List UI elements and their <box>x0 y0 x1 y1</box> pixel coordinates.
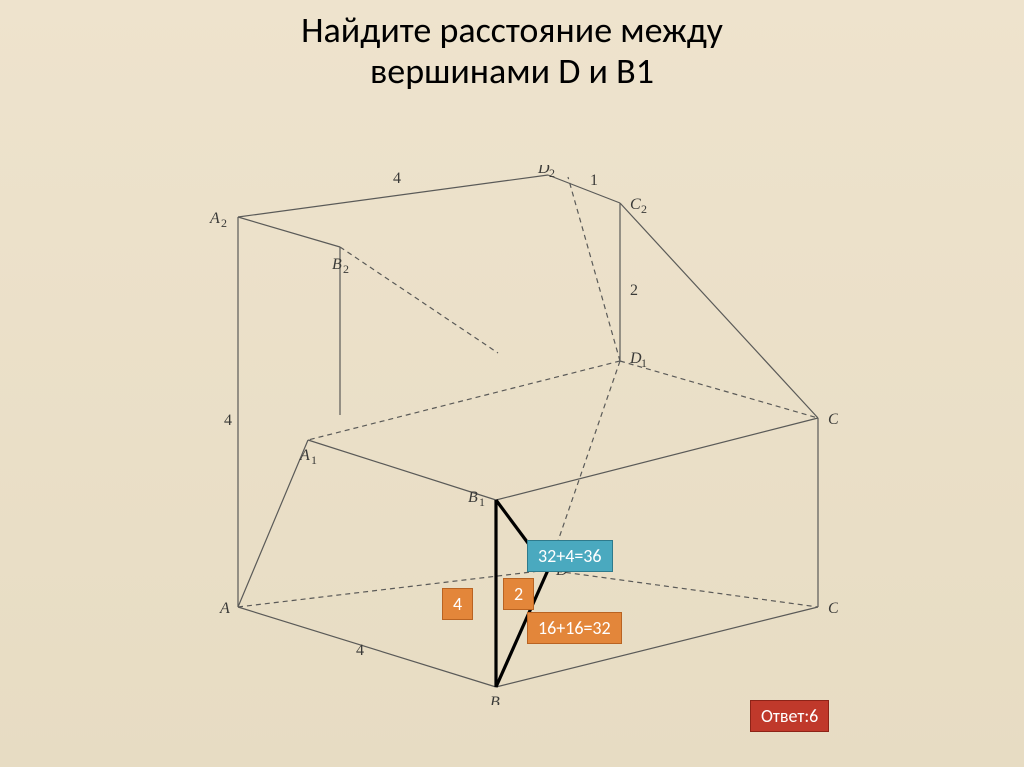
svg-text:1: 1 <box>590 172 598 189</box>
svg-text:C: C <box>630 196 641 213</box>
svg-text:2: 2 <box>630 282 638 299</box>
title-line-2: вершинами D и B1 <box>0 51 1024 92</box>
svg-text:B: B <box>490 694 500 705</box>
svg-text:A: A <box>209 210 220 227</box>
svg-text:4: 4 <box>356 642 364 659</box>
answer-box: Ответ:6 <box>750 700 829 732</box>
svg-text:4: 4 <box>224 412 232 429</box>
svg-text:A: A <box>299 447 310 464</box>
svg-text:C: C <box>828 411 838 428</box>
svg-text:2: 2 <box>641 202 647 216</box>
svg-text:A: A <box>219 600 230 617</box>
page-title: Найдите расстояние между вершинами D и B… <box>0 10 1024 93</box>
svg-text:4: 4 <box>393 170 401 187</box>
svg-text:B: B <box>332 256 342 273</box>
svg-text:1: 1 <box>479 495 485 509</box>
svg-text:2: 2 <box>343 262 349 276</box>
step-box-4: 16+16=32 <box>527 612 622 644</box>
svg-text:2: 2 <box>549 166 555 180</box>
step-box-1: 32+4=36 <box>527 540 613 572</box>
title-line-1: Найдите расстояние между <box>0 10 1024 51</box>
step-box-3: 4 <box>442 588 473 620</box>
svg-text:1: 1 <box>311 453 317 467</box>
svg-text:C: C <box>828 600 838 617</box>
step-box-2: 2 <box>503 578 534 610</box>
svg-text:B: B <box>468 489 478 506</box>
svg-text:2: 2 <box>221 216 227 230</box>
geometry-diagram: ABCDA1B1C1D1A2B2C2D241244 <box>198 165 838 705</box>
svg-text:1: 1 <box>641 356 647 370</box>
